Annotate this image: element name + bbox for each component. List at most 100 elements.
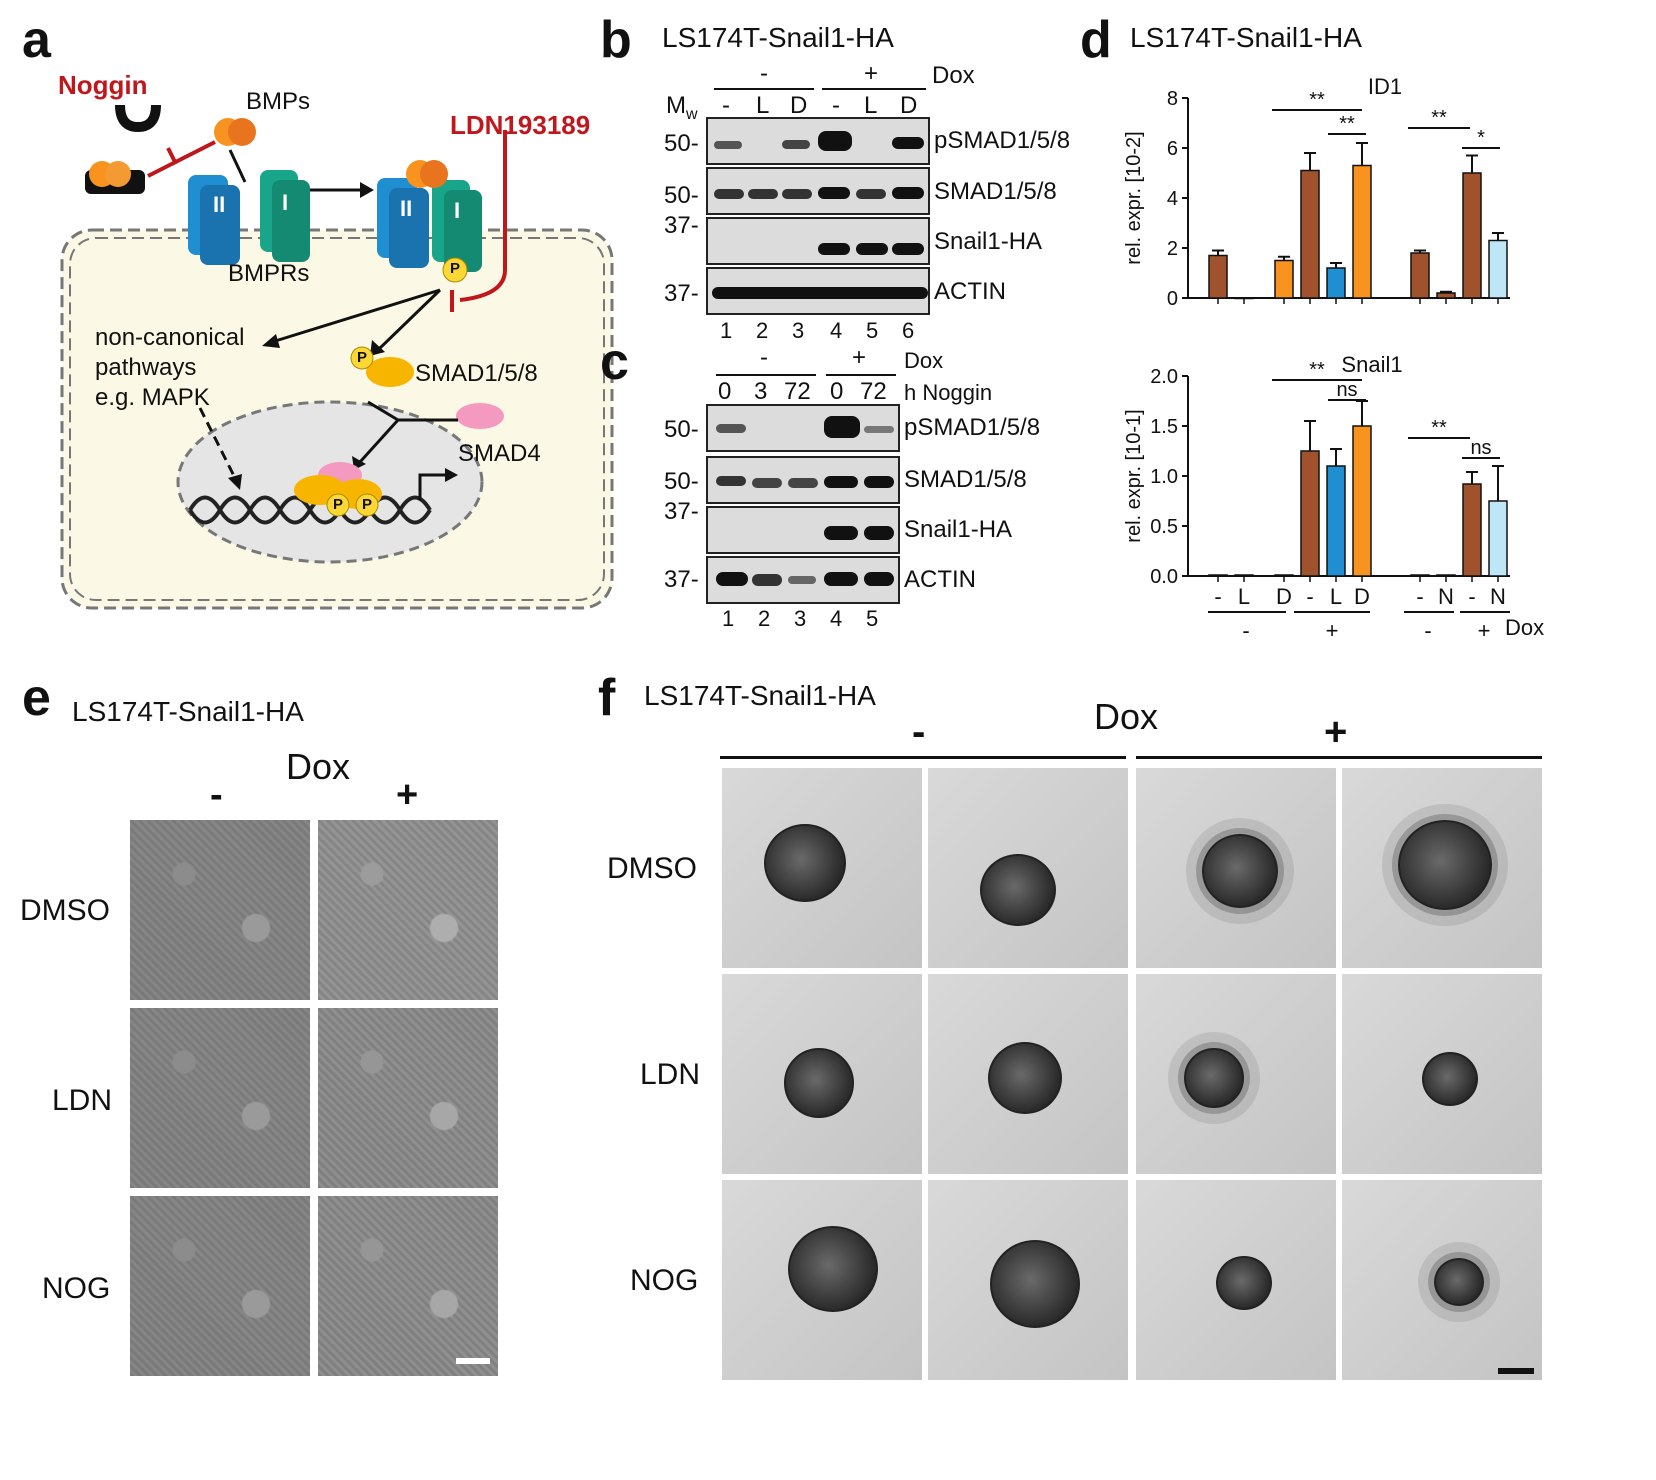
c-dox-minus: - [760, 344, 768, 371]
bar [1352, 164, 1372, 299]
bar [1488, 239, 1508, 299]
lane-label: N [1490, 584, 1506, 609]
c-band [788, 576, 816, 584]
receptor-ii-label-1: II [213, 192, 226, 217]
spheroid [990, 1240, 1080, 1328]
smad158-label: SMAD1/5/8 [415, 360, 538, 387]
spheroid [1184, 1048, 1244, 1108]
b-lane-label-4: - [832, 92, 840, 119]
e-photo-ldn-minus [130, 1008, 310, 1188]
b-band [818, 243, 850, 255]
e-photo-dmso-plus [318, 820, 498, 1000]
panel-label-a: a [22, 11, 51, 69]
sig-id1-b-label: ** [1339, 113, 1355, 135]
f-photo-nog-2 [928, 1180, 1128, 1380]
b-lane-num-4: 4 [830, 318, 843, 343]
c-band [864, 476, 894, 488]
c-hour-4: 0 [830, 378, 844, 405]
f-row-dmso: DMSO [607, 852, 697, 885]
bar [1208, 254, 1228, 299]
group-label: + [1326, 618, 1339, 643]
e-dox-label: Dox [286, 746, 351, 787]
b-band [818, 187, 850, 199]
spheroid [980, 854, 1056, 926]
receptor-i-label-2: I [454, 198, 461, 223]
y-tick-label: 6 [1167, 138, 1178, 160]
spheroid [784, 1048, 854, 1118]
b-blot-label-4: ACTIN [934, 278, 1006, 305]
sig-id1-a-label: ** [1309, 89, 1325, 111]
c-lane-num-5: 5 [866, 606, 879, 631]
lane-label: - [1416, 584, 1423, 609]
c-mw-mark-2: 50- [664, 468, 699, 495]
b-band [892, 187, 924, 199]
spheroid [988, 1042, 1062, 1114]
panel-label-c: c [600, 333, 629, 391]
pathway-diagram [60, 104, 614, 610]
spheroid [1202, 834, 1278, 908]
b-lane-num-5: 5 [866, 318, 879, 343]
b-mw-mark-1: 50- [664, 130, 699, 157]
f-plus-label: + [1324, 710, 1348, 754]
b-mw-subscript: w [686, 105, 698, 123]
receptor-i-label-1: I [282, 190, 289, 215]
c-mw-mark-3: 37- [664, 498, 699, 525]
e-plus-label: + [396, 774, 419, 816]
b-mw-mark-4: 37- [664, 280, 699, 307]
f-photo-nog-1 [722, 1180, 922, 1380]
b-band [712, 287, 928, 299]
b-dox-plus: + [864, 60, 879, 87]
c-band [824, 416, 860, 438]
f-dox-label: Dox [1094, 696, 1159, 737]
bar [1410, 574, 1430, 577]
b-band [714, 189, 744, 199]
b-blot-snail [706, 217, 930, 265]
b-blot-actin [706, 267, 930, 315]
group-label: - [1424, 618, 1431, 643]
f-photo-ldn-1 [722, 974, 922, 1174]
f-photo-dmso-4 [1342, 768, 1542, 968]
sig-snail-d-label: ns [1470, 437, 1491, 459]
bar [1488, 500, 1508, 577]
c-band [824, 572, 858, 586]
f-photo-ldn-2 [928, 974, 1128, 1174]
lane-label: - [1468, 584, 1475, 609]
panel-e-title: LS174T-Snail1-HA [72, 696, 304, 727]
b-lane-label-3: D [790, 92, 808, 119]
e-row-ldn: LDN [52, 1084, 113, 1117]
c-band [864, 426, 894, 433]
c-lane-num-1: 1 [722, 606, 735, 631]
panel-label-b: b [600, 11, 632, 69]
e-photo-ldn-plus [318, 1008, 498, 1188]
bar [1326, 465, 1346, 577]
c-band [752, 574, 782, 586]
lane-label: L [1238, 584, 1250, 609]
f-photo-ldn-4 [1342, 974, 1542, 1174]
bar [1352, 425, 1372, 577]
panel-d-title: LS174T-Snail1-HA [1130, 22, 1362, 53]
phospho-complex-label-1: P [333, 496, 344, 513]
spheroid [1398, 820, 1492, 910]
panel-label-f: f [598, 669, 616, 727]
c-mw-mark-4: 37- [664, 566, 699, 593]
y-tick-label: 0.5 [1150, 516, 1178, 538]
spheroid [1216, 1256, 1272, 1310]
f-row-ldn: LDN [640, 1058, 701, 1091]
c-band [824, 476, 858, 488]
spheroid [1422, 1052, 1478, 1106]
c-hour-2: 3 [754, 378, 768, 405]
c-dox-label: Dox [904, 348, 944, 373]
f-photo-nog-4 [1342, 1180, 1542, 1380]
lane-label: D [1276, 584, 1292, 609]
b-dox-label: Dox [932, 62, 975, 89]
b-blot-label-3: Snail1-HA [934, 228, 1043, 255]
b-dox-plus-bar [822, 88, 926, 90]
y-tick-label: 0 [1167, 288, 1178, 310]
panel-b-title: LS174T-Snail1-HA [662, 22, 894, 53]
c-band [752, 478, 782, 488]
sig-snail-b-label: ns [1336, 379, 1357, 401]
y-tick-label: 8 [1167, 88, 1178, 110]
b-dox-minus-bar [714, 88, 814, 90]
bar [1436, 574, 1456, 577]
panel-label-e: e [22, 669, 51, 727]
